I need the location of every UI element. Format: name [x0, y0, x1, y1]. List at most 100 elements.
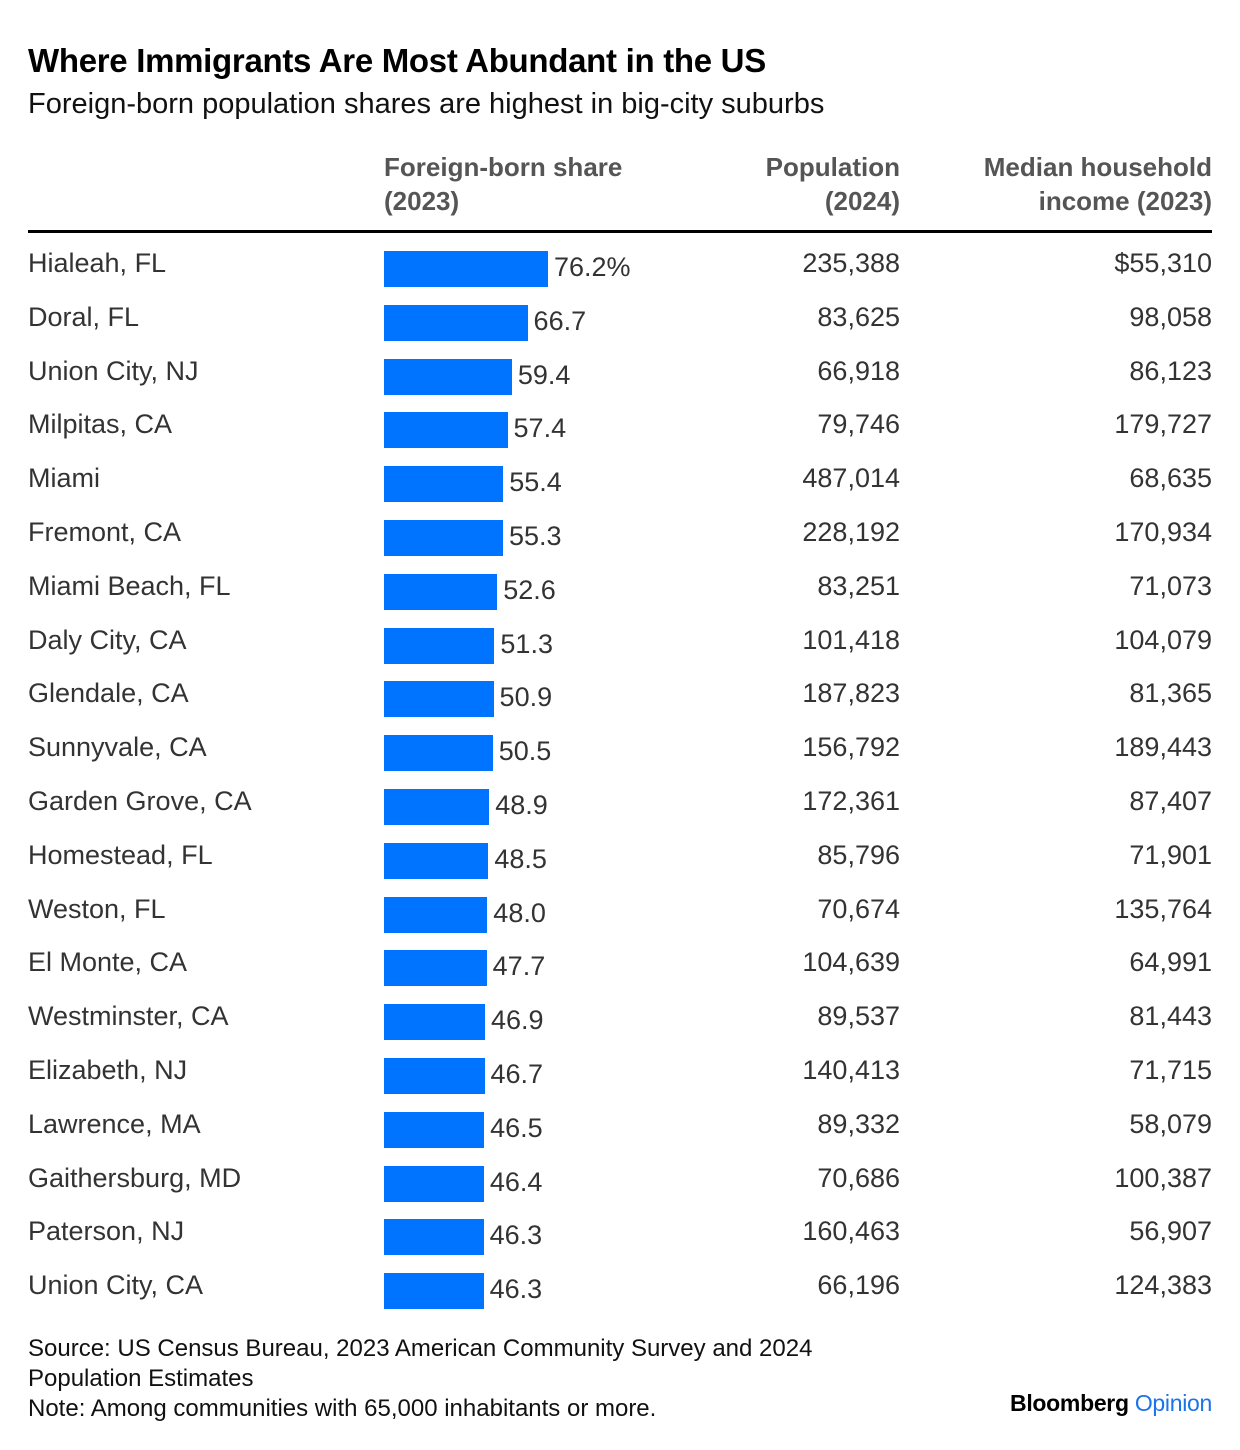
share-bar: [384, 520, 504, 556]
row-population: 66,918: [817, 355, 900, 386]
share-bar: [384, 950, 487, 987]
row-median-income: 64,991: [1129, 947, 1212, 978]
row-median-income: 58,079: [1129, 1108, 1212, 1139]
row-median-income: 86,123: [1129, 355, 1212, 386]
share-value-label: 46.7: [490, 1059, 544, 1089]
row-city-name: Doral, FL: [28, 301, 140, 332]
row-population: 104,639: [802, 947, 900, 978]
row-population: 187,823: [802, 678, 900, 709]
header-population: Population (2024): [640, 150, 900, 218]
row-median-income: 124,383: [1114, 1270, 1212, 1301]
row-median-income: 104,079: [1114, 624, 1212, 655]
logo-opinion: Opinion: [1134, 1390, 1212, 1416]
table-row: Fremont, CA 55.3 228,192 170,934: [0, 509, 1240, 563]
row-city-name: Gaithersburg, MD: [28, 1162, 242, 1193]
share-bar: [384, 1111, 485, 1148]
share-value-label: 47.7: [492, 951, 546, 982]
row-city-name: Sunnyvale, CA: [28, 732, 207, 763]
table-row: Union City, NJ 59.4 66,918 86,123: [0, 348, 1240, 402]
row-median-income: 170,934: [1114, 517, 1212, 547]
header-income-line1: Median household: [983, 152, 1212, 182]
header-pop-line2: (2024): [824, 186, 900, 216]
share-value-label: 66.7: [533, 305, 587, 336]
share-value-label: 50.9: [499, 682, 553, 713]
share-value-label: 48.9: [495, 790, 548, 820]
row-population: 156,792: [802, 732, 900, 763]
row-median-income: 56,907: [1129, 1216, 1212, 1247]
row-city-name: El Monte, CA: [28, 947, 188, 978]
share-value-label: 55.4: [509, 467, 562, 498]
row-median-income: 71,901: [1129, 839, 1212, 870]
share-value-label: 52.6: [503, 574, 556, 605]
table-row: Daly City, CA 51.3 101,418 104,079: [0, 617, 1240, 671]
row-population: 85,796: [817, 839, 900, 870]
source-line3: Note: Among communities with 65,000 inha…: [28, 1395, 657, 1422]
share-bar: [384, 789, 490, 825]
row-city-name: Miami: [28, 463, 100, 494]
row-city-name: Weston, FL: [28, 893, 166, 924]
share-bar: [384, 358, 512, 395]
row-median-income: 189,443: [1114, 732, 1212, 763]
table-row: Weston, FL 48.0 70,674 135,764: [0, 886, 1240, 940]
share-bar: [384, 681, 494, 718]
share-bar: [384, 1219, 484, 1256]
row-population: 66,196: [817, 1270, 900, 1301]
row-population: 89,332: [817, 1108, 900, 1139]
row-city-name: Homestead, FL: [28, 839, 213, 870]
row-median-income: 87,407: [1129, 786, 1212, 816]
header-pop-line1: Population: [765, 152, 900, 182]
share-value-label: 46.4: [489, 1166, 543, 1197]
row-city-name: Union City, NJ: [28, 355, 199, 386]
row-median-income: 81,443: [1129, 1001, 1212, 1032]
share-value-label: 46.9: [490, 1005, 544, 1036]
share-value-label: 48.5: [494, 843, 547, 874]
row-population: 83,251: [817, 570, 900, 601]
row-median-income: 179,727: [1114, 409, 1212, 440]
table-row: Glendale, CA 50.9 187,823 81,365: [0, 670, 1240, 724]
share-bar: [384, 1273, 484, 1310]
header-income-line2: income (2023): [1038, 186, 1212, 216]
share-value-label: 48.0: [493, 897, 546, 928]
row-median-income: 68,635: [1129, 463, 1212, 494]
header-median-income: Median household income (2023): [912, 150, 1212, 218]
row-city-name: Fremont, CA: [28, 517, 182, 547]
row-population: 235,388: [802, 248, 900, 278]
row-city-name: Westminster, CA: [28, 1001, 229, 1032]
header-foreign-born-share: Foreign-born share (2023): [384, 150, 622, 218]
share-bar: [384, 304, 528, 341]
row-population: 228,192: [802, 517, 900, 547]
table-row: Doral, FL 66.7 83,625 98,058: [0, 294, 1240, 348]
table-row: Hialeah, FL 76.2% 235,388 $55,310: [0, 240, 1240, 294]
share-bar: [384, 842, 489, 879]
share-value-label: 76.2%: [554, 252, 631, 282]
row-city-name: Hialeah, FL: [28, 248, 167, 278]
row-city-name: Milpitas, CA: [28, 409, 173, 440]
row-city-name: Union City, CA: [28, 1270, 204, 1301]
table-row: Homestead, FL 48.5 85,796 71,901: [0, 832, 1240, 886]
share-value-label: 46.3: [489, 1220, 543, 1251]
row-population: 140,413: [802, 1055, 900, 1085]
table-row: Garden Grove, CA 48.9 172,361 87,407: [0, 778, 1240, 832]
share-bar: [384, 466, 504, 503]
row-population: 70,674: [817, 893, 900, 924]
share-bar: [384, 412, 508, 449]
row-population: 172,361: [802, 786, 900, 816]
share-value-label: 59.4: [517, 359, 571, 390]
row-population: 70,686: [817, 1162, 900, 1193]
share-bar: [384, 1004, 485, 1041]
row-population: 83,625: [817, 301, 900, 332]
share-value-label: 46.3: [489, 1274, 543, 1305]
share-bar: [384, 1058, 485, 1094]
row-population: 79,746: [817, 409, 900, 440]
table-row: Westminster, CA 46.9 89,537 81,443: [0, 993, 1240, 1047]
row-median-income: 71,073: [1129, 570, 1212, 601]
table-row: Gaithersburg, MD 46.4 70,686 100,387: [0, 1155, 1240, 1209]
row-city-name: Lawrence, MA: [28, 1108, 201, 1139]
share-bar: [384, 573, 498, 610]
table-row: Miami Beach, FL 52.6 83,251 71,073: [0, 563, 1240, 617]
header-share-line1: Foreign-born share: [384, 152, 623, 182]
table-row: Elizabeth, NJ 46.7 140,413 71,715: [0, 1047, 1240, 1101]
share-bar: [384, 735, 493, 772]
row-city-name: Garden Grove, CA: [28, 786, 252, 816]
